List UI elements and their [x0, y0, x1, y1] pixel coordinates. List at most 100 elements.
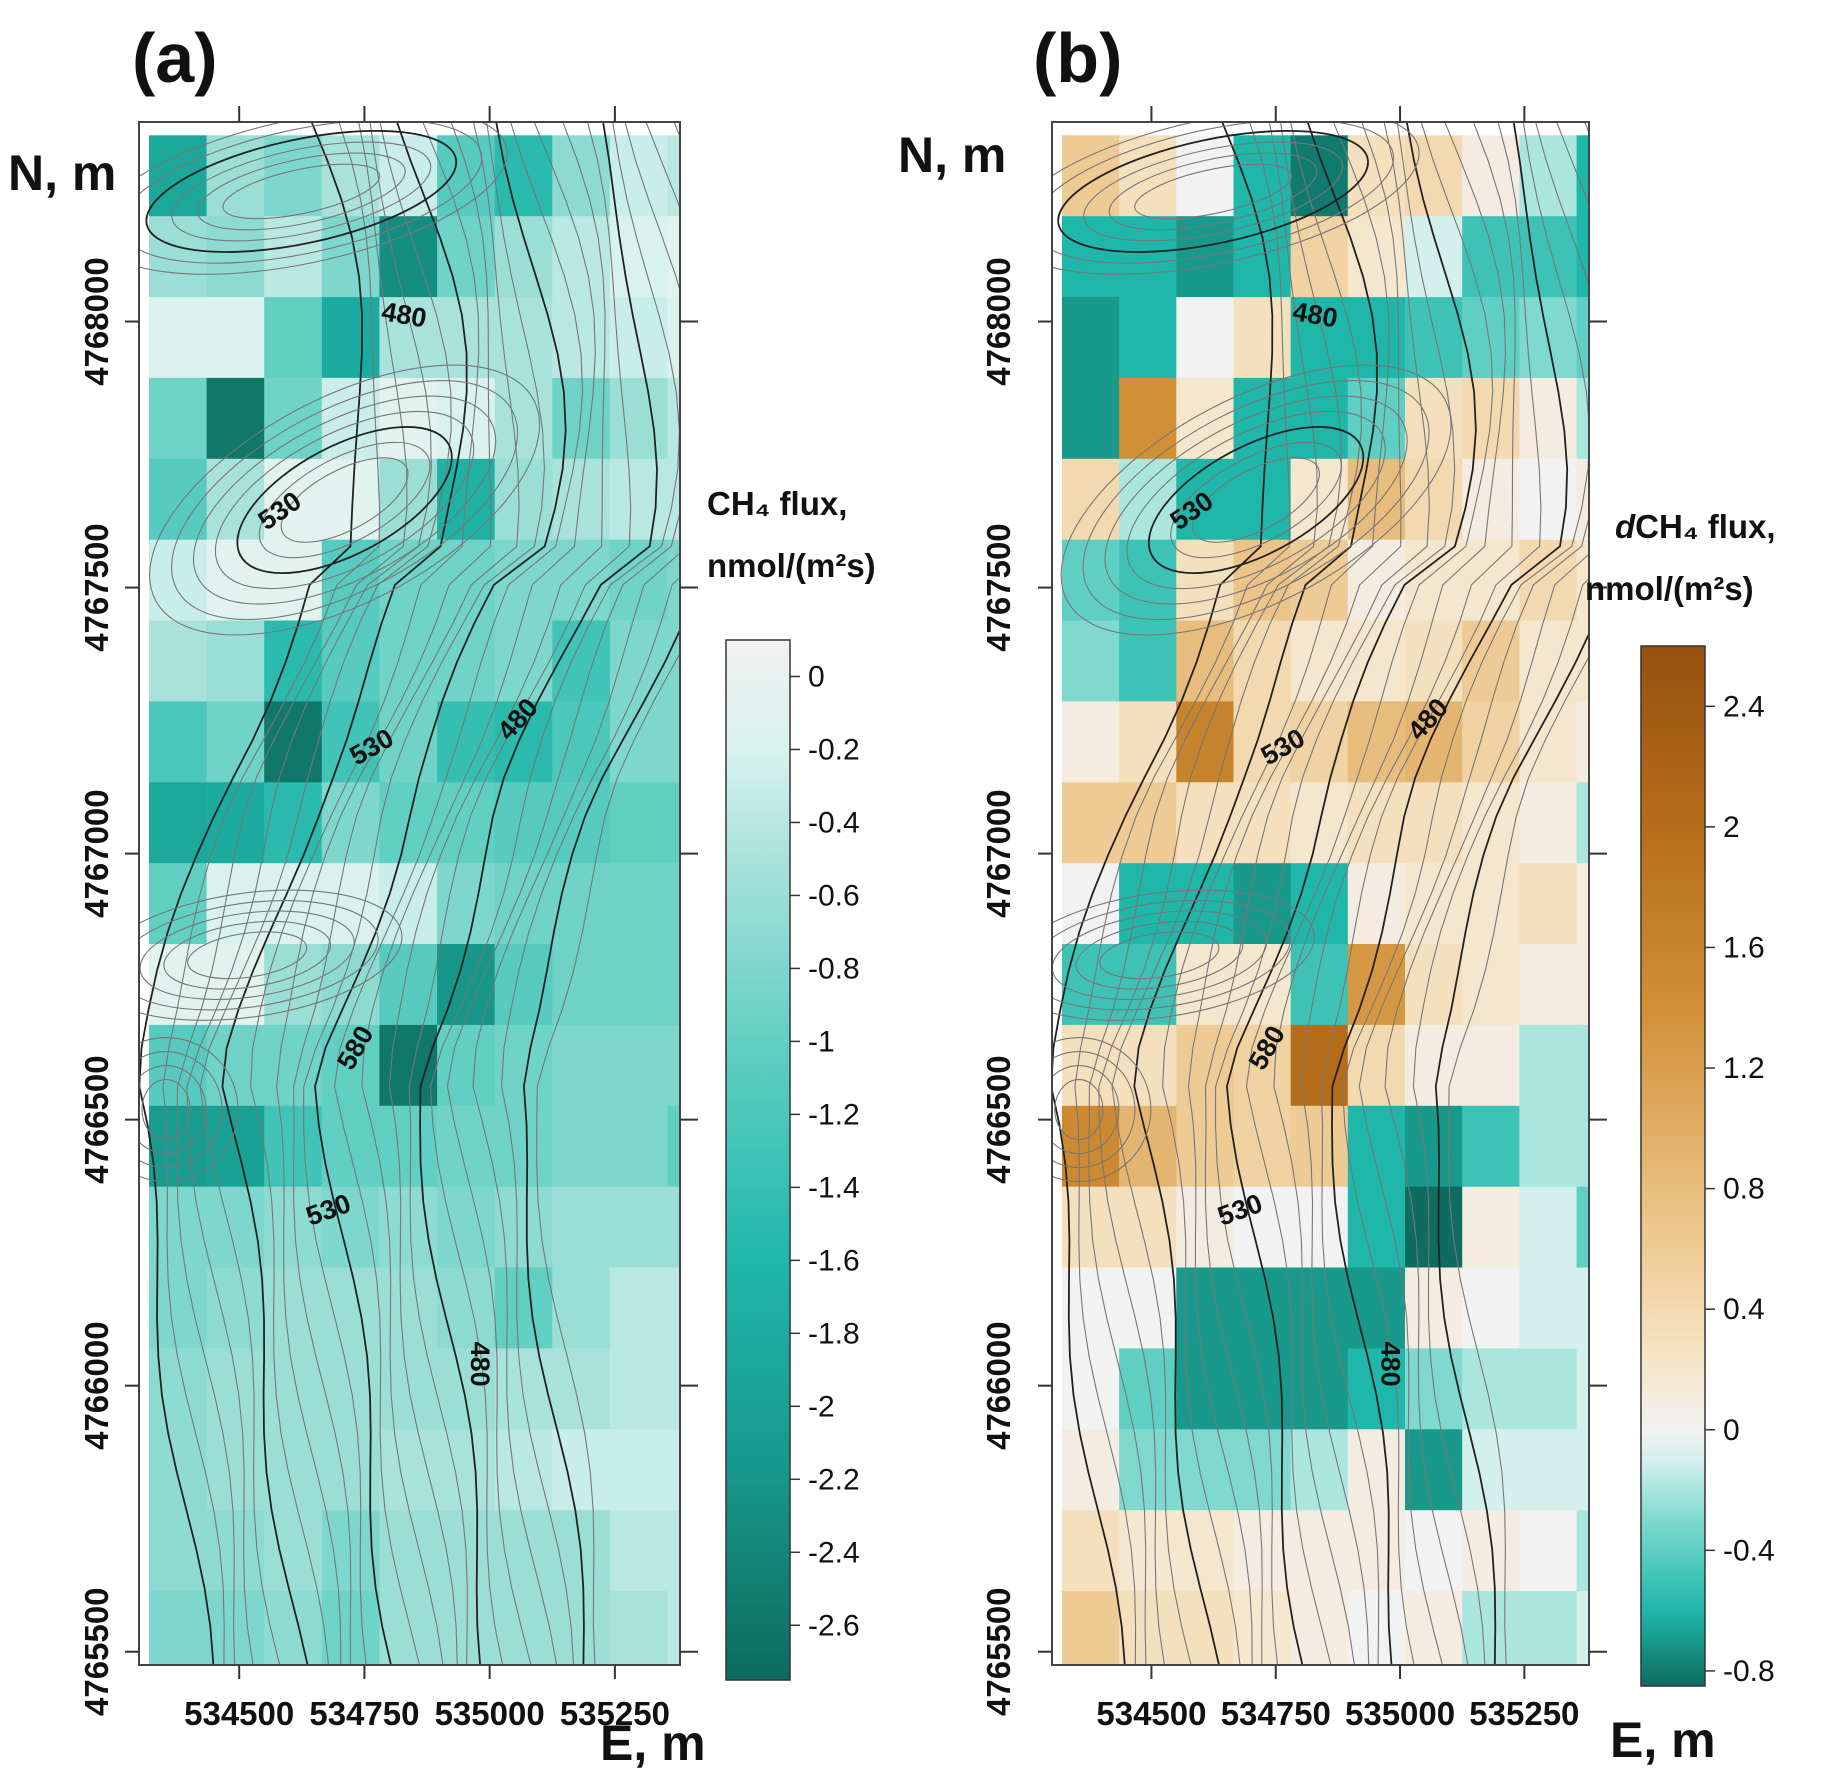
heatmap-cell	[1290, 620, 1349, 702]
contour-loop	[139, 122, 483, 264]
colorbar-tick-label: 0	[1723, 1414, 1740, 1447]
contour-line	[186, 122, 432, 1665]
contour-loop	[139, 910, 355, 1000]
heatmap-cell	[1576, 620, 1589, 702]
heatmap-cell	[1176, 1429, 1235, 1511]
heatmap-cell	[1061, 458, 1120, 541]
heatmap-cell	[264, 1348, 323, 1430]
heatmap-cell	[206, 216, 265, 298]
heatmap-cell	[667, 1510, 680, 1592]
heatmap-cell	[1519, 1105, 1578, 1188]
heatmap-cell	[206, 1267, 265, 1349]
panel-b-colorbar-title-line1: dCH₄ flux,	[1615, 508, 1776, 545]
heatmap-cell	[609, 458, 669, 541]
heatmap-cell	[1233, 782, 1292, 864]
heatmap-cell	[1347, 620, 1406, 702]
colorbar-tick-label: -0.8	[1723, 1655, 1775, 1688]
contour-line	[1225, 122, 1477, 1665]
heatmap-cell	[1176, 1591, 1235, 1665]
heatmap-cell	[264, 539, 323, 622]
heatmap-cell	[609, 863, 669, 945]
heatmap-cell	[609, 539, 669, 622]
y-tick-label: 4767500	[980, 523, 1017, 651]
heatmap-cell	[1290, 1510, 1349, 1592]
heatmap-cell	[609, 620, 669, 702]
heatmap-cell	[149, 620, 208, 702]
heatmap-cell	[437, 1024, 496, 1107]
heatmap-cell	[321, 1267, 380, 1349]
contour-line	[429, 122, 680, 1665]
heatmap-cell	[609, 1267, 669, 1349]
heatmap-cell	[379, 1429, 438, 1511]
heatmap-cell	[667, 216, 680, 298]
heatmap-cell	[1347, 1510, 1406, 1592]
heatmap-cell	[1405, 1105, 1463, 1188]
y-tick-label: 4768000	[78, 257, 115, 385]
panel-b-label: (b)	[1033, 19, 1122, 97]
heatmap-cell	[1576, 1105, 1589, 1188]
heatmap-cell	[1233, 1267, 1292, 1349]
colorbar-tick-label: -0.6	[808, 879, 860, 912]
heatmap-cell	[1233, 863, 1292, 945]
heatmap-cell	[1061, 1024, 1120, 1107]
heatmap-cell	[1519, 135, 1578, 217]
heatmap-cell	[1576, 1267, 1589, 1349]
contour-loop	[1052, 1036, 1152, 1183]
heatmap-cell	[149, 944, 208, 1026]
y-tick-label: 4767000	[78, 789, 115, 917]
contour-line	[1384, 122, 1589, 1665]
contour-label: 480	[1375, 1342, 1405, 1387]
heatmap-cell	[206, 1348, 265, 1430]
x-tick-label: 535000	[1345, 1695, 1455, 1732]
heatmap-cell	[1061, 1591, 1120, 1665]
heatmap-cell	[667, 1105, 680, 1188]
y-tick-label: 4766000	[980, 1321, 1017, 1449]
contour-loop	[139, 899, 379, 1011]
contour-loop	[1170, 441, 1342, 559]
contour-loop	[187, 931, 308, 980]
heatmap-cell	[1519, 1024, 1578, 1107]
heatmap-cell	[321, 135, 380, 217]
heatmap-cell	[1462, 701, 1520, 783]
heatmap-cell	[1576, 135, 1589, 217]
contour-loop	[139, 122, 508, 275]
heatmap-cell	[1462, 135, 1520, 217]
heatmap-cell	[321, 620, 380, 702]
heatmap-cell	[1462, 944, 1520, 1026]
panel-b-ticks: 534500 534750 535000 535250 4765500 4766000 47…	[980, 106, 1607, 1732]
contour-line	[1434, 631, 1589, 1665]
heatmap-cell	[379, 1510, 438, 1592]
heatmap-cell	[1405, 1024, 1463, 1107]
heatmap-cell	[609, 216, 669, 298]
heatmap-cell	[1576, 1429, 1589, 1511]
heatmap-cell	[1576, 1510, 1589, 1592]
y-tick-label: 4766500	[78, 1055, 115, 1183]
contour-loop	[139, 889, 403, 1021]
y-tick-label: 4766000	[78, 1321, 115, 1449]
panel-b-frame	[1051, 121, 1590, 1666]
heatmap-cell	[494, 1105, 553, 1188]
heatmap-cell	[1119, 782, 1177, 864]
colorbar-tick-label: 1.6	[1723, 931, 1765, 964]
contour-line	[361, 122, 596, 1665]
colorbar-tick-label: -1	[808, 1025, 835, 1058]
heatmap-cell	[667, 1267, 680, 1349]
heatmap-cell	[552, 1267, 611, 1349]
heatmap-cell	[1347, 539, 1406, 622]
panel-b-colorbar-title-prefix: d	[1615, 508, 1636, 545]
panel-b-y-title: N, m	[898, 127, 1006, 183]
heatmap-cell	[1290, 1591, 1349, 1665]
heatmap-cell	[1119, 620, 1177, 702]
contour-line	[1088, 122, 1318, 1665]
contour-line	[1074, 122, 1291, 1665]
y-tick-label: 4767500	[78, 523, 115, 651]
heatmap-cell	[1061, 1186, 1120, 1269]
heatmap-cell	[1519, 458, 1578, 541]
heatmap-cell	[667, 701, 680, 783]
colorbar-tick-label: 0	[808, 660, 825, 693]
heatmap-cell	[1119, 216, 1177, 298]
heatmap-cell	[552, 701, 611, 783]
x-tick-label: 534750	[309, 1695, 419, 1732]
contour-loop	[171, 380, 519, 621]
